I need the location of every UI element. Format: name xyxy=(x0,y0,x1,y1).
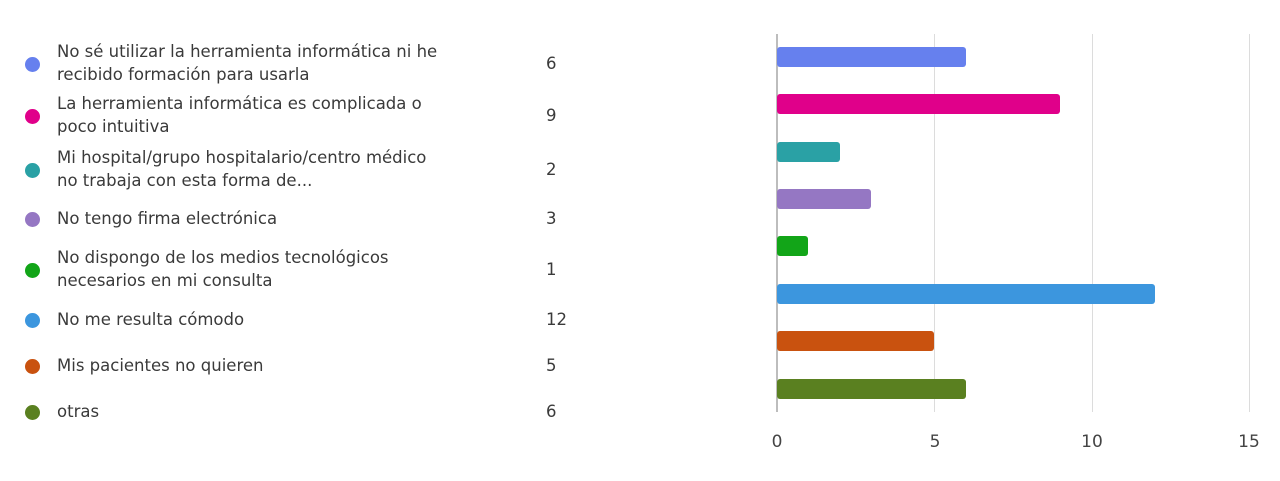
legend-label-line1: No tengo firma electrónica xyxy=(57,209,278,228)
legend-label: La herramienta informática es complicada… xyxy=(57,92,497,138)
legend-dot-icon xyxy=(25,163,40,178)
legend-label: No sé utilizar la herramienta informátic… xyxy=(57,40,497,86)
x-tick-15: 15 xyxy=(1238,432,1260,452)
legend-count: 5 xyxy=(546,356,557,375)
legend-dot-icon xyxy=(25,405,40,420)
legend-label-line1: No sé utilizar la herramienta informátic… xyxy=(57,42,438,61)
legend-dot-icon xyxy=(25,212,40,227)
legend-label-line1: Mi hospital/grupo hospitalario/centro mé… xyxy=(57,148,427,167)
gridline-5 xyxy=(934,34,935,412)
legend-label: No me resulta cómodo xyxy=(57,308,497,331)
gridline-15 xyxy=(1249,34,1250,412)
legend-label: Mi hospital/grupo hospitalario/centro mé… xyxy=(57,146,497,192)
legend-label-line2: recibido formación para usarla xyxy=(57,65,310,84)
legend-label-line2: no trabaja con esta forma de... xyxy=(57,171,313,190)
legend-count: 3 xyxy=(546,209,557,228)
legend-label-line1: otras xyxy=(57,402,100,421)
bar[interactable] xyxy=(777,189,871,209)
legend-dot-icon xyxy=(25,263,40,278)
legend-count: 1 xyxy=(546,260,557,279)
legend-label-line1: No dispongo de los medios tecnológicos xyxy=(57,248,389,267)
bar[interactable] xyxy=(777,142,840,162)
legend-dot-icon xyxy=(25,359,40,374)
legend-count: 6 xyxy=(546,54,557,73)
legend-label-line2: poco intuitiva xyxy=(57,117,170,136)
legend-dot-icon xyxy=(25,313,40,328)
bar[interactable] xyxy=(777,379,966,399)
bar[interactable] xyxy=(777,331,934,351)
legend-dot-icon xyxy=(25,109,40,124)
bar[interactable] xyxy=(777,94,1060,114)
x-tick-0: 0 xyxy=(771,432,783,452)
x-tick-5: 5 xyxy=(929,432,941,452)
legend-label-line1: Mis pacientes no quieren xyxy=(57,356,264,375)
legend-label-line1: La herramienta informática es complicada… xyxy=(57,94,422,113)
legend-count: 9 xyxy=(546,106,557,125)
legend-count: 12 xyxy=(546,310,567,329)
legend-label: Mis pacientes no quieren xyxy=(57,354,497,377)
chart-legend: No sé utilizar la herramienta informátic… xyxy=(0,0,600,481)
legend-count: 2 xyxy=(546,160,557,179)
gridline-10 xyxy=(1092,34,1093,412)
legend-label-line2: necesarios en mi consulta xyxy=(57,271,273,290)
bar[interactable] xyxy=(777,284,1155,304)
legend-label: No tengo firma electrónica xyxy=(57,207,497,230)
y-axis-line xyxy=(776,34,778,412)
legend-label: otras xyxy=(57,400,497,423)
bar[interactable] xyxy=(777,236,808,256)
legend-label: No dispongo de los medios tecnológicos ne… xyxy=(57,246,497,292)
x-tick-10: 10 xyxy=(1081,432,1103,452)
bar[interactable] xyxy=(777,47,966,67)
legend-count: 6 xyxy=(546,402,557,421)
legend-label-line1: No me resulta cómodo xyxy=(57,310,245,329)
legend-dot-icon xyxy=(25,57,40,72)
